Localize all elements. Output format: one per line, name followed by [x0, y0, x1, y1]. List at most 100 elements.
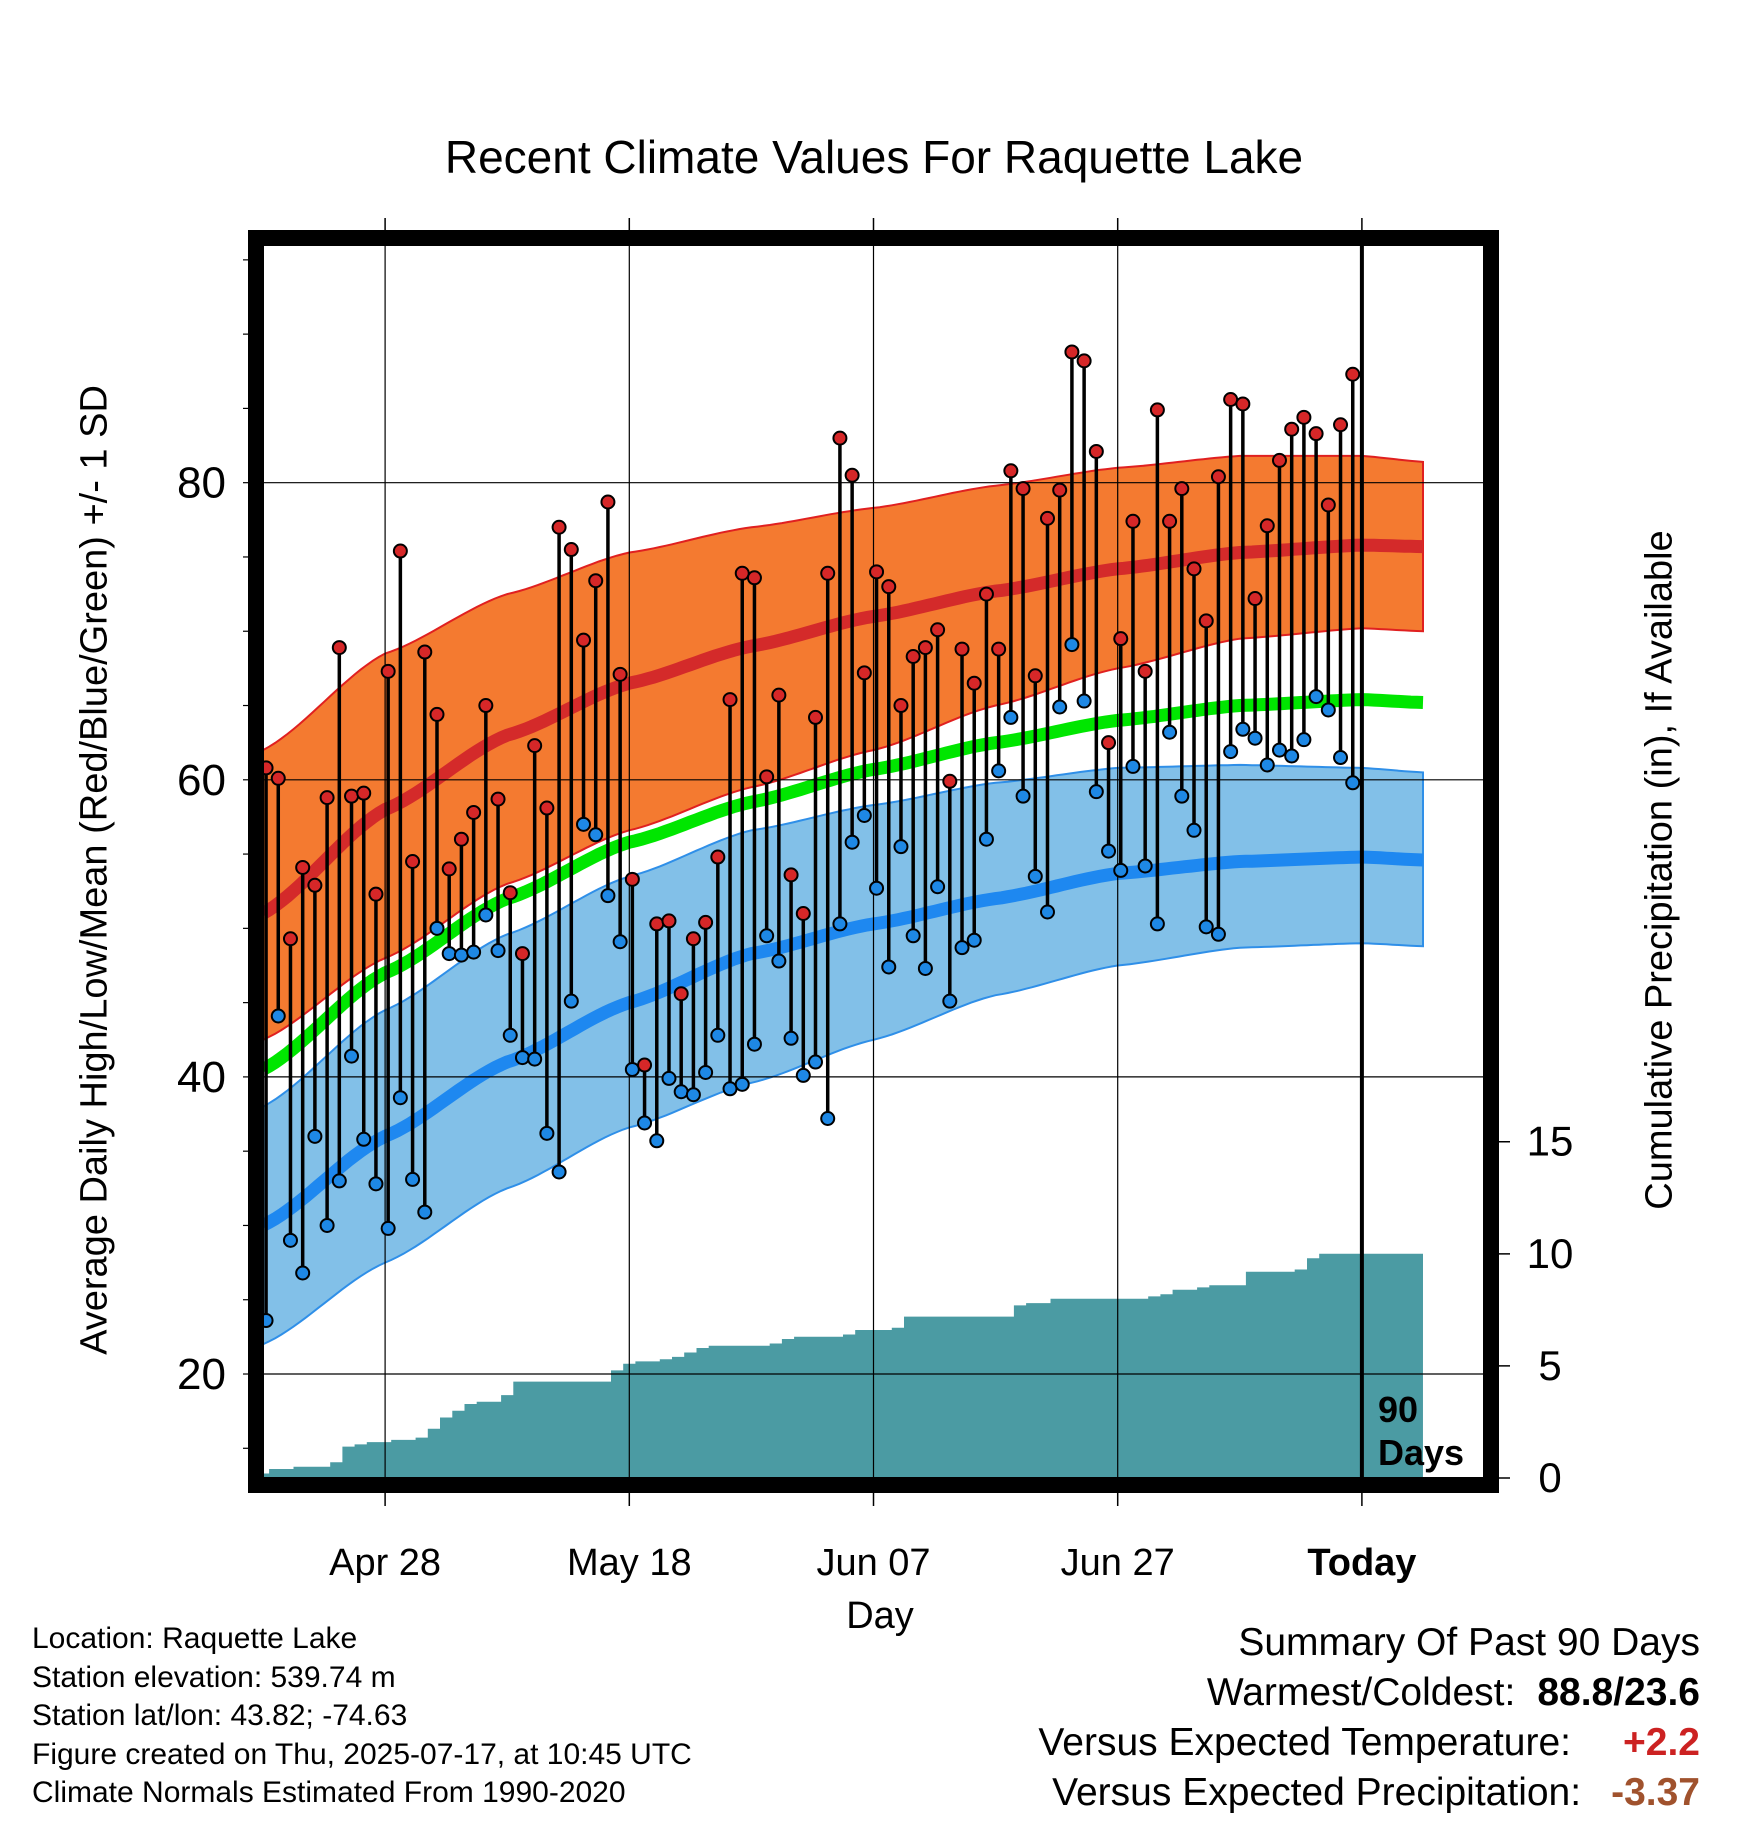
- high-point: [1003, 463, 1019, 479]
- high-point: [1052, 482, 1068, 498]
- high-point: [466, 804, 482, 820]
- today-days-number: 90: [1378, 1389, 1419, 1430]
- high-point: [673, 986, 689, 1002]
- low-point: [368, 1176, 384, 1192]
- low-point: [1052, 699, 1068, 715]
- high-point: [405, 854, 421, 869]
- high-point: [1223, 391, 1239, 407]
- low-point: [1259, 757, 1275, 773]
- high-point: [710, 849, 726, 865]
- low-point: [1186, 822, 1202, 838]
- low-point: [759, 928, 775, 944]
- high-point: [1198, 613, 1214, 629]
- high-point: [1064, 344, 1080, 360]
- high-point: [930, 622, 946, 638]
- high-point: [1271, 452, 1287, 468]
- high-point: [417, 644, 433, 660]
- low-point: [319, 1217, 335, 1233]
- low-point: [1039, 904, 1055, 920]
- low-point: [344, 1048, 360, 1064]
- footer-latlon: Station lat/lon: 43.82; -74.63: [32, 1699, 408, 1732]
- low-point: [1320, 702, 1336, 718]
- high-point: [991, 641, 1007, 657]
- low-point: [356, 1131, 372, 1147]
- x-tick-label: Jun 07: [816, 1542, 930, 1584]
- high-point: [820, 565, 836, 581]
- low-point: [1333, 750, 1349, 766]
- y2-tick-label: 10: [1527, 1230, 1574, 1277]
- high-point: [722, 692, 738, 708]
- summary-heading: Summary Of Past 90 Days: [1238, 1621, 1700, 1664]
- high-point: [551, 519, 567, 535]
- summary-warm-cold: Warmest/Coldest: 88.8/23.6: [1038, 1668, 1700, 1718]
- high-point: [380, 663, 396, 679]
- low-point: [282, 1232, 298, 1248]
- low-point: [1271, 742, 1287, 758]
- low-point: [405, 1171, 421, 1187]
- high-point: [1308, 426, 1324, 442]
- precip-area: [263, 1253, 1423, 1478]
- high-point: [808, 709, 824, 725]
- footer-created: Figure created on Thu, 2025-07-17, at 10…: [32, 1737, 692, 1771]
- low-point: [392, 1090, 408, 1106]
- high-point: [649, 916, 665, 932]
- high-point: [344, 788, 360, 804]
- high-point: [1125, 513, 1141, 529]
- low-point: [966, 932, 982, 948]
- low-point: [856, 807, 872, 823]
- high-point: [893, 698, 909, 714]
- low-point: [746, 1036, 762, 1052]
- low-point: [429, 920, 445, 936]
- low-point: [1174, 788, 1190, 804]
- low-point: [844, 834, 860, 850]
- low-point: [441, 946, 457, 962]
- y2-axis-label: Cumulative Precipitation (in), If Availa…: [1638, 530, 1681, 1210]
- high-point: [1039, 510, 1055, 526]
- high-point: [295, 859, 311, 875]
- low-point: [1247, 730, 1263, 746]
- low-point: [795, 1067, 811, 1083]
- high-point: [661, 913, 677, 929]
- low-point: [490, 943, 506, 959]
- high-point: [270, 770, 286, 786]
- high-point: [1296, 409, 1312, 425]
- high-point: [514, 946, 530, 962]
- high-point: [527, 738, 543, 754]
- low-point: [1345, 775, 1361, 791]
- high-point: [795, 905, 811, 921]
- low-point: [905, 928, 921, 944]
- low-point: [1125, 758, 1141, 774]
- high-point: [856, 665, 872, 681]
- high-point: [319, 790, 335, 806]
- precip-label: Versus Expected Precipitation:: [1052, 1771, 1582, 1814]
- footer-normals: Climate Normals Estimated From 1990-2020: [32, 1776, 626, 1809]
- low-point: [832, 916, 848, 932]
- high-point: [1247, 591, 1263, 607]
- high-point: [734, 565, 750, 581]
- high-point: [881, 579, 897, 595]
- high-point: [917, 640, 933, 656]
- high-point: [392, 543, 408, 559]
- high-point: [282, 931, 298, 947]
- low-point: [1113, 862, 1129, 878]
- summary-temp: Versus Expected Temperature: +2.2: [1038, 1718, 1700, 1768]
- low-point: [624, 1061, 640, 1077]
- low-point: [563, 993, 579, 1009]
- high-point: [1162, 513, 1178, 529]
- low-point: [661, 1070, 677, 1086]
- high-point: [759, 769, 775, 785]
- low-point: [1015, 788, 1031, 804]
- low-point: [954, 940, 970, 956]
- y2-tick-label: 15: [1527, 1118, 1574, 1165]
- low-point: [942, 993, 958, 1009]
- high-point: [502, 885, 518, 901]
- low-point: [1235, 721, 1251, 737]
- low-point: [1088, 784, 1104, 800]
- low-point: [1308, 689, 1324, 705]
- high-point: [685, 931, 701, 947]
- x-axis-label: Day: [846, 1595, 914, 1637]
- high-point: [368, 886, 384, 902]
- low-point: [771, 953, 787, 969]
- low-point: [930, 879, 946, 895]
- high-point: [1345, 366, 1361, 382]
